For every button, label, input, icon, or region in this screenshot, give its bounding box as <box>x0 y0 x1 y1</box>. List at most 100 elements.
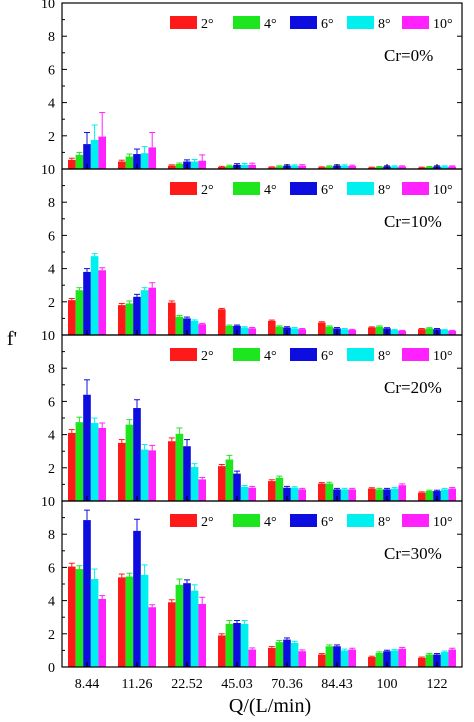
bar <box>348 166 356 169</box>
bar <box>225 166 234 169</box>
bar <box>340 165 349 169</box>
bar <box>268 647 276 667</box>
bar <box>325 646 334 667</box>
bar <box>240 486 249 501</box>
bar <box>325 166 334 169</box>
bar <box>333 646 341 667</box>
bar <box>190 320 199 335</box>
bar <box>125 303 134 335</box>
legend-swatch <box>402 16 429 29</box>
legend-swatch <box>233 514 260 527</box>
bar <box>268 481 276 501</box>
bar <box>90 139 99 169</box>
bar <box>290 165 299 169</box>
bar <box>98 136 106 169</box>
bar <box>340 329 349 335</box>
bar <box>75 290 84 335</box>
bar <box>183 583 191 667</box>
bar <box>375 326 384 335</box>
bar <box>318 322 326 335</box>
y-tick-label: 2 <box>48 462 55 477</box>
x-tick-label: 22.52 <box>171 677 203 692</box>
legend-swatch <box>170 514 197 527</box>
x-tick-label: 84.43 <box>321 677 353 692</box>
bar <box>83 271 91 335</box>
bar <box>218 167 226 169</box>
bar <box>133 296 141 335</box>
bar <box>383 489 391 501</box>
x-tick-label: 8.44 <box>75 677 100 692</box>
bar <box>125 156 134 169</box>
bar <box>440 489 449 501</box>
bar <box>425 167 434 169</box>
bar <box>233 623 241 667</box>
bar <box>140 449 149 501</box>
bar <box>183 318 191 335</box>
bar <box>98 427 106 501</box>
bar <box>68 159 76 169</box>
y-axis-label: f' <box>7 328 17 350</box>
legend-label: 10° <box>433 17 453 32</box>
x-axis-label: Q/(L/min) <box>229 695 311 717</box>
bar <box>148 147 156 169</box>
bar <box>118 577 126 667</box>
panel-annotation: Cr=30% <box>384 544 442 563</box>
legend-label: 6° <box>321 17 334 32</box>
bar <box>198 324 206 335</box>
bar <box>175 433 184 501</box>
legend-label: 8° <box>378 349 391 364</box>
bar <box>398 648 406 667</box>
bar <box>368 488 376 501</box>
bar <box>75 422 84 501</box>
legend-label: 2° <box>201 183 214 198</box>
legend-label: 4° <box>264 183 277 198</box>
legend-swatch <box>170 16 197 29</box>
bar <box>440 652 449 667</box>
bar <box>283 487 291 501</box>
bar <box>133 408 141 501</box>
bar <box>98 598 106 667</box>
legend-label: 8° <box>378 17 391 32</box>
bar <box>168 302 176 335</box>
y-tick-label: 4 <box>48 263 55 278</box>
bar <box>368 327 376 335</box>
bar <box>290 328 299 335</box>
bar <box>148 450 156 501</box>
bar <box>368 657 376 667</box>
bar <box>140 574 149 667</box>
x-tick-label: 70.36 <box>271 677 303 692</box>
bar <box>83 394 91 501</box>
bar <box>448 330 456 335</box>
legend-label: 10° <box>433 515 453 530</box>
bar <box>298 329 306 335</box>
bar <box>198 603 206 667</box>
panel-annotation: Cr=0% <box>384 46 433 65</box>
bar <box>375 167 384 169</box>
y-tick-label: 6 <box>48 229 55 244</box>
bar <box>240 623 249 667</box>
bar <box>125 424 134 501</box>
legend-label: 4° <box>264 17 277 32</box>
bar <box>398 485 406 501</box>
legend-label: 6° <box>321 183 334 198</box>
panel-3: 0 2 4 6 8 8.44 11.26 22.52 45.03 70.36 84.43 100 122… <box>48 500 463 692</box>
bar <box>333 489 341 501</box>
legend-swatch <box>233 348 260 361</box>
bar <box>90 579 99 667</box>
legend-label: 2° <box>201 17 214 32</box>
bar <box>340 489 349 501</box>
y-tick-label: 10 <box>41 329 55 344</box>
bar <box>390 488 399 501</box>
bar <box>133 154 141 169</box>
bar <box>448 649 456 667</box>
bar <box>440 166 449 169</box>
bar <box>290 642 299 667</box>
bar <box>198 479 206 501</box>
bar <box>148 287 156 335</box>
bar <box>198 160 206 169</box>
bar <box>175 164 184 169</box>
bar <box>90 256 99 335</box>
y-tick-label: 4 <box>48 97 55 112</box>
bar <box>75 154 84 169</box>
bar <box>348 489 356 501</box>
